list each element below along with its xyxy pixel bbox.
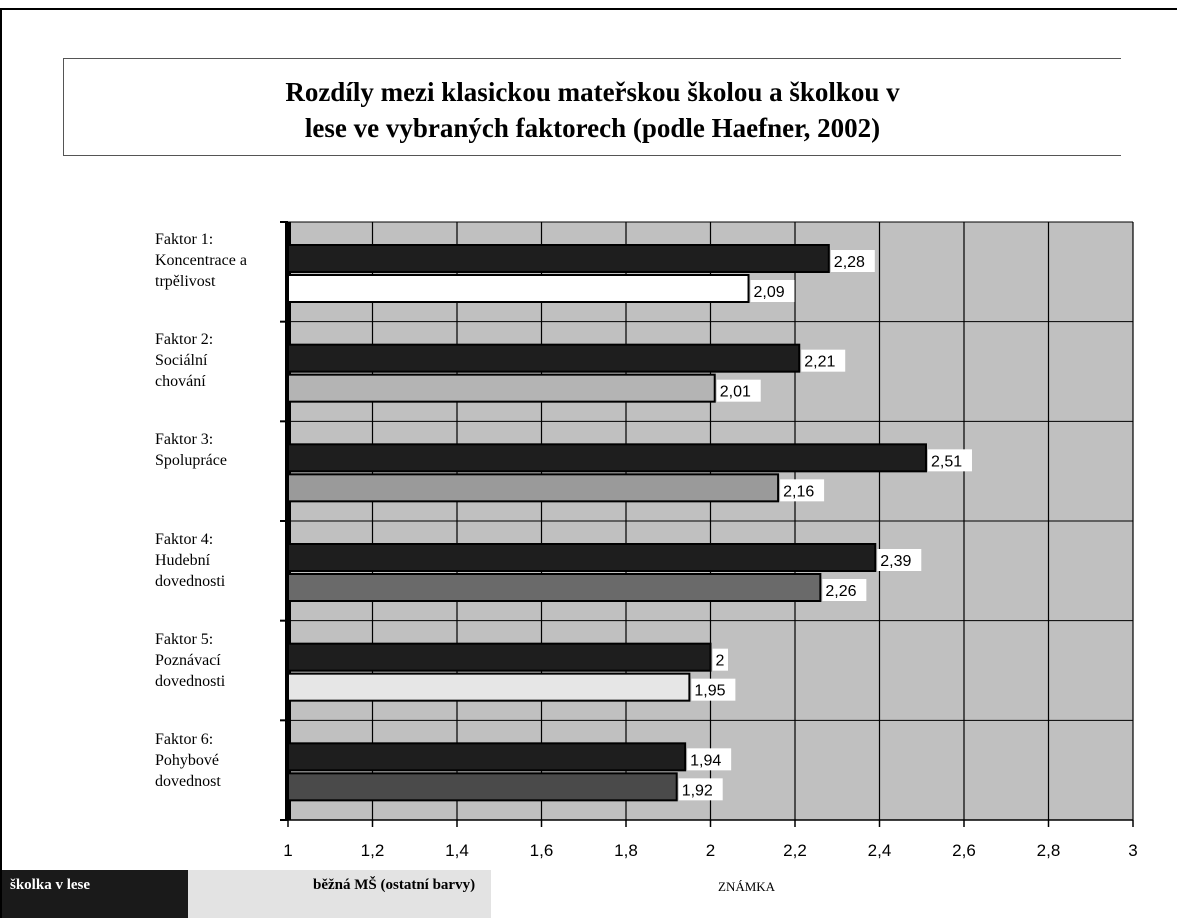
category-label-line: dovednost	[155, 773, 221, 790]
data-label: 1,94	[690, 752, 721, 769]
data-label-background	[678, 778, 723, 801]
data-label: 2,01	[720, 384, 751, 401]
x-tick-label: 1,6	[530, 841, 554, 860]
x-tick-label: 1,2	[361, 841, 385, 860]
frame-top-border	[0, 8, 1177, 10]
category-label-5: Faktor 5: Poznávací dovednosti	[155, 629, 225, 692]
data-label-background	[691, 678, 736, 701]
data-label-background	[822, 579, 867, 601]
category-label-4: Faktor 4: Hudební dovednosti	[155, 529, 225, 592]
bar-forest-school	[287, 543, 877, 572]
category-label-line: trpělivost	[155, 273, 216, 290]
data-label: 2,39	[880, 553, 911, 570]
category-label-line: Faktor 1:	[155, 231, 214, 248]
data-label: 2	[716, 653, 725, 670]
category-label-line: Poznávací	[155, 652, 221, 669]
x-tick-label: 1,4	[445, 841, 469, 860]
legend-forest-swatch	[2, 870, 188, 918]
data-label: 2,26	[825, 583, 856, 600]
data-label-background	[750, 280, 795, 302]
category-label-line: Faktor 2:	[155, 331, 214, 348]
bar-forest-school	[287, 443, 927, 473]
data-label: 2,16	[783, 483, 814, 500]
bar-forest-school	[287, 343, 801, 373]
x-tick-label: 2,8	[1037, 841, 1061, 860]
category-label-line: dovednosti	[155, 673, 226, 690]
data-label-background	[877, 549, 922, 571]
x-tick-label: 2,6	[952, 841, 976, 860]
chart-title-line-1: Rozdíly mezi klasickou mateřskou školou …	[285, 77, 900, 107]
data-label-background	[716, 379, 761, 402]
category-label-line: Faktor 3:	[155, 431, 214, 448]
category-label-line: Faktor 6:	[155, 731, 214, 748]
data-label-background	[780, 479, 825, 502]
bar-regular-school	[287, 473, 780, 503]
data-label-background	[687, 748, 732, 771]
category-label-line: Pohybové	[155, 752, 219, 769]
category-label-line: Faktor 5:	[155, 631, 214, 648]
category-label-3: Faktor 3: Spolupráce	[155, 429, 227, 471]
legend-regular-swatch	[188, 870, 491, 918]
bar-forest-school	[287, 244, 830, 273]
category-label-line: dovednosti	[155, 573, 226, 590]
legend-forest-label: školka v lese	[10, 877, 91, 893]
category-label-line: Koncentrace a	[155, 252, 247, 269]
data-label-background	[801, 349, 846, 372]
data-label: 1,95	[694, 683, 725, 700]
category-label-line: chování	[155, 373, 206, 390]
data-label: 2,21	[804, 354, 835, 371]
category-label-2: Faktor 2: Sociální chování	[155, 329, 213, 392]
bar-forest-school	[287, 642, 712, 672]
data-label: 1,92	[682, 782, 713, 799]
x-tick-label: 1	[283, 841, 292, 860]
category-label-line: Faktor 4:	[155, 531, 214, 548]
x-tick-label: 3	[1128, 841, 1137, 860]
data-label: 2,51	[931, 453, 962, 470]
data-label-background	[712, 648, 728, 671]
x-tick-label: 1,8	[614, 841, 638, 860]
bar-regular-school	[287, 274, 750, 303]
title-box: Rozdíly mezi klasickou mateřskou školou …	[63, 58, 1121, 156]
data-label-background	[927, 449, 972, 472]
data-label: 2,09	[754, 284, 785, 301]
data-label: 2,28	[834, 254, 865, 271]
bar-regular-school	[287, 772, 678, 802]
category-label-line: Hudební	[155, 552, 211, 569]
bar-regular-school	[287, 672, 691, 702]
bar-regular-school	[287, 373, 716, 403]
category-label-line: Sociální	[155, 352, 208, 369]
legend-regular-label: běžná MŠ (ostatní barvy)	[313, 877, 476, 893]
data-label-background	[830, 250, 875, 272]
chart-title-line-2: lese ve vybraných faktorech (podle Haefn…	[304, 113, 881, 143]
category-label-line: Spolupráce	[155, 452, 227, 469]
x-tick-label: 2	[706, 841, 715, 860]
category-label-6: Faktor 6: Pohybové dovednost	[155, 729, 221, 792]
x-tick-label: 2,2	[783, 841, 807, 860]
bar-forest-school	[287, 742, 687, 772]
bar-regular-school	[287, 573, 822, 602]
frame-left-border	[0, 8, 2, 918]
x-axis-title: ZNÁMKA	[718, 879, 776, 894]
x-tick-label: 2,4	[868, 841, 892, 860]
category-label-1: Faktor 1: Koncentrace a trpělivost	[155, 229, 247, 292]
